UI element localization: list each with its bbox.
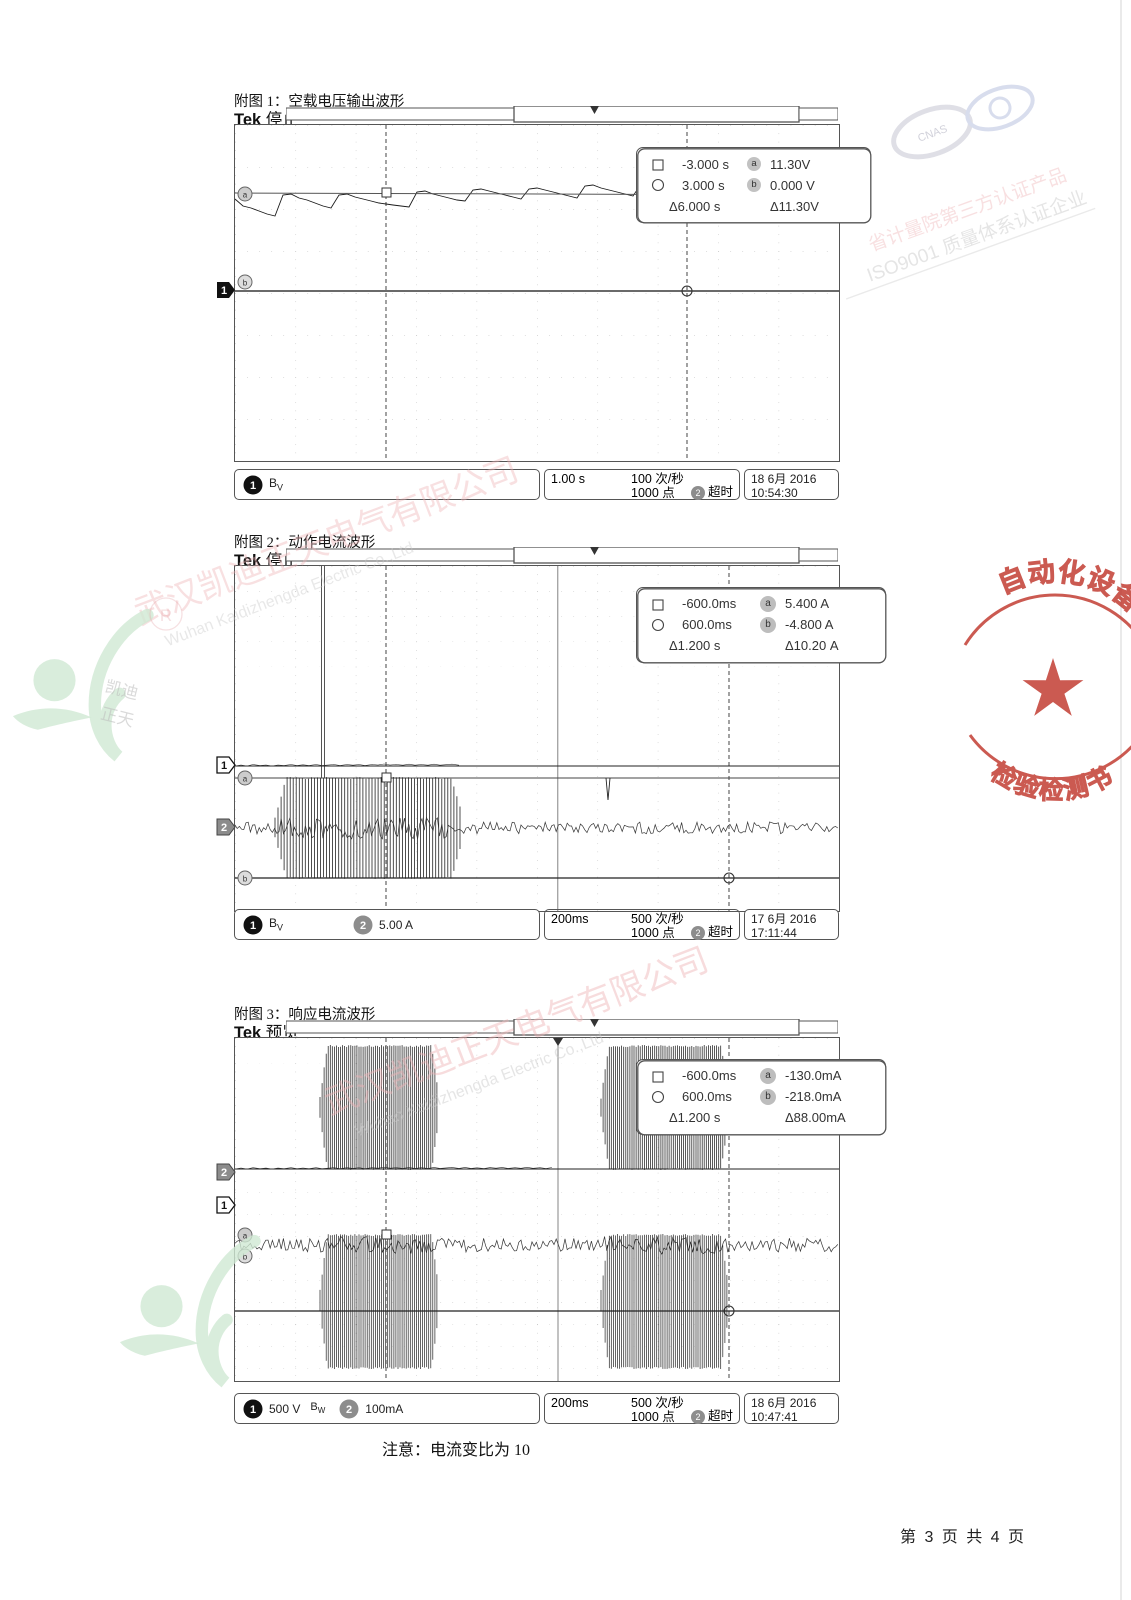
svg-text:检验检测书: 检验检测书 [986,757,1119,805]
svg-text:1: 1 [250,920,256,932]
svg-text:2: 2 [221,1167,227,1179]
svg-text:1: 1 [221,1200,227,1212]
svg-text:a: a [243,191,248,200]
svg-text:2: 2 [346,1404,352,1416]
svg-text:1: 1 [250,480,256,492]
svg-text:a: a [243,775,248,784]
svg-text:a: a [243,1232,248,1241]
svg-text:省计量院第三方认证产品: 省计量院第三方认证产品 [866,164,1070,256]
svg-text:2: 2 [360,920,366,932]
svg-text:凯迪: 凯迪 [103,677,140,704]
svg-text:ISO9001 质量体系认证企业: ISO9001 质量体系认证企业 [864,186,1090,286]
svg-text:1: 1 [250,1404,256,1416]
svg-text:b: b [243,279,248,288]
svg-text:CNAS: CNAS [916,123,949,145]
svg-text:1: 1 [221,760,227,772]
svg-text:b: b [243,1253,248,1262]
svg-text:自动化设备: 自动化设备 [994,556,1131,618]
svg-text:b: b [243,875,248,884]
svg-text:2: 2 [221,822,227,834]
svg-text:正天: 正天 [99,704,136,731]
svg-text:R: R [160,606,172,625]
svg-text:1: 1 [221,285,227,297]
